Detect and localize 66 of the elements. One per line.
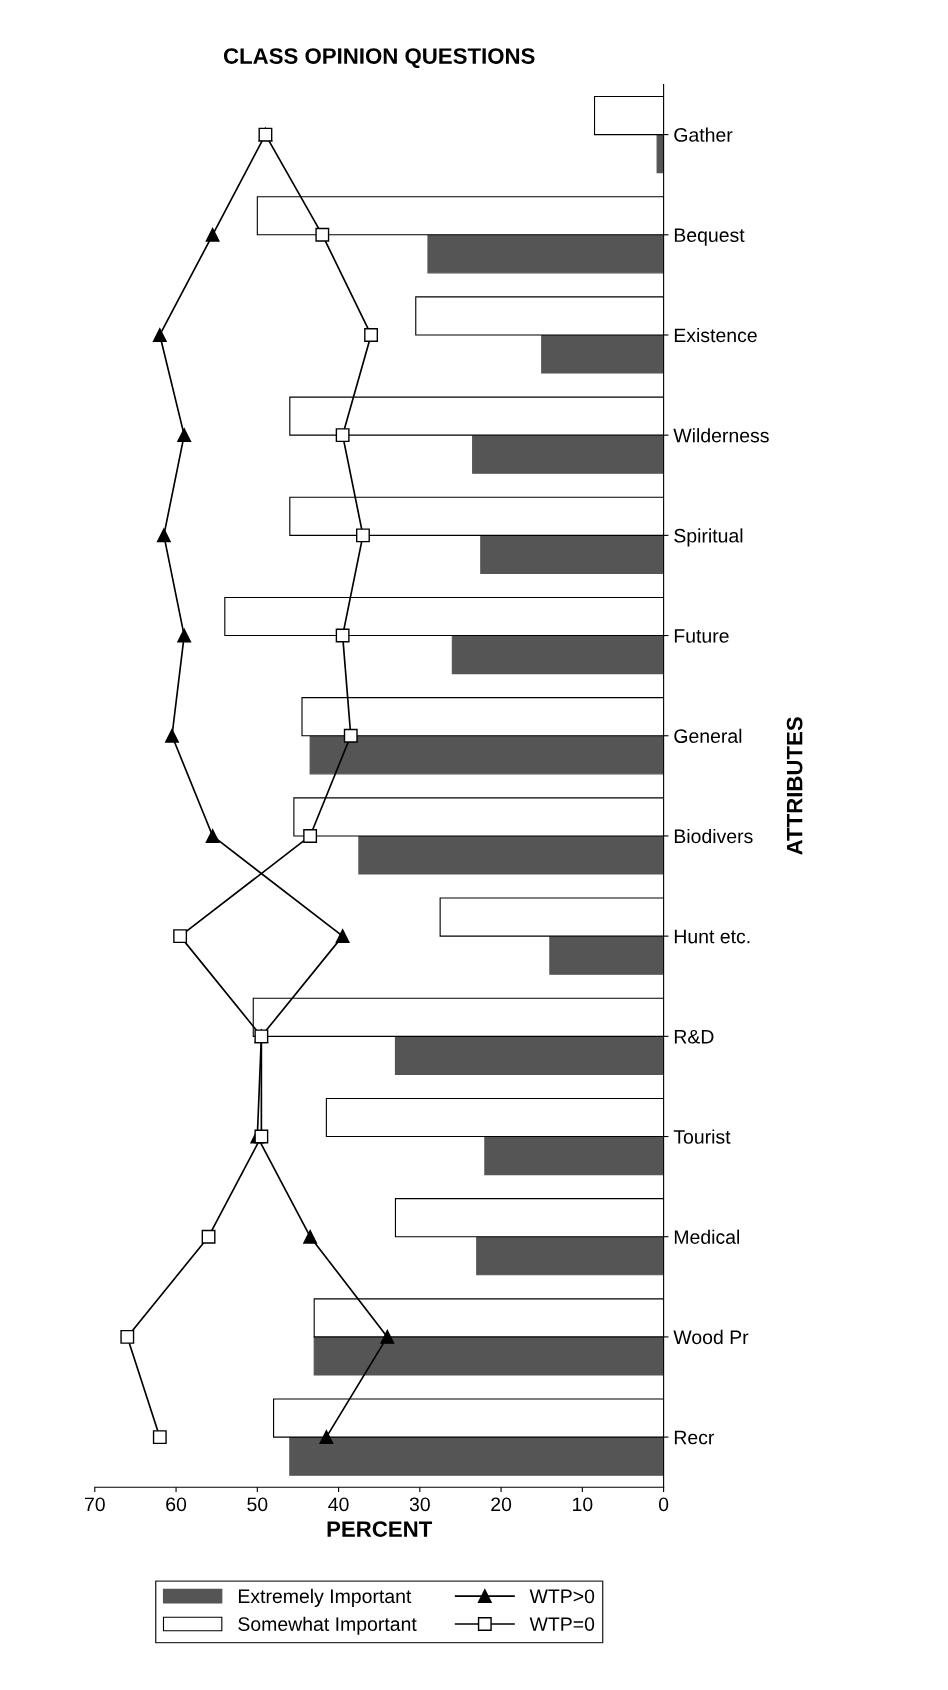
point: [319, 1430, 334, 1445]
x-tick-label: 40: [328, 1497, 349, 1512]
point: [335, 929, 350, 944]
point: [177, 428, 192, 443]
y-tick-label: Wilderness: [673, 428, 769, 443]
point: [205, 227, 220, 242]
y-tick-label: Bequest: [674, 228, 745, 246]
point: [343, 728, 358, 743]
bar: [476, 1236, 664, 1276]
y-tick-label: Future: [674, 629, 729, 643]
point: [315, 227, 330, 242]
y-tick-label: Biodivers: [674, 828, 753, 844]
point: [303, 1229, 318, 1244]
point: [356, 528, 370, 543]
point: [152, 1430, 167, 1445]
bar: [313, 1336, 664, 1376]
y-tick-label: Existence: [674, 327, 757, 343]
legend-label: Somewhat Important: [238, 1616, 417, 1635]
bar: [480, 534, 664, 574]
bar: [549, 935, 664, 975]
legend-label: WTP>0: [529, 1589, 595, 1604]
point: [152, 328, 167, 342]
point: [254, 1129, 269, 1144]
bar: [309, 735, 664, 775]
x-tick-label: 60: [166, 1497, 187, 1512]
y-tick-label: Tourist: [673, 1129, 731, 1144]
bar: [484, 1135, 664, 1176]
x-tick-label: 30: [409, 1497, 430, 1512]
legend-label: Extremely Important: [238, 1588, 412, 1607]
bar: [472, 434, 664, 474]
y-tick-label: R&D: [674, 1029, 714, 1044]
x-axis-title: PERCENT: [327, 1521, 433, 1537]
y-tick-label: Recr: [674, 1430, 715, 1445]
y-tick-label: General: [674, 728, 742, 743]
x-tick-label: 70: [84, 1497, 105, 1512]
x-tick-label: 20: [491, 1497, 512, 1512]
point: [201, 1229, 216, 1244]
point: [380, 1329, 395, 1344]
chart-title: CLASS OPINION QUESTIONS: [223, 48, 535, 69]
bar: [656, 134, 664, 174]
point: [173, 929, 188, 944]
point: [177, 628, 192, 643]
bar: [451, 635, 664, 675]
x-tick-label: 10: [573, 1497, 593, 1512]
bar: [427, 234, 664, 274]
y-tick-label: Medical: [674, 1229, 740, 1244]
point: [335, 628, 350, 643]
y-tick-label: Spiritual: [674, 528, 743, 547]
point: [205, 829, 220, 843]
point: [303, 829, 318, 843]
point: [165, 728, 179, 743]
bar: [358, 835, 664, 875]
point: [120, 1329, 135, 1344]
bar: [289, 1436, 664, 1476]
y-tick-label: Wood Pr: [673, 1329, 749, 1345]
legend-label: WTP=0: [529, 1617, 595, 1631]
y-axis-title: ATTRIBUTES: [786, 717, 803, 855]
y-tick-label: Hunt etc.: [674, 929, 750, 944]
point: [156, 528, 171, 543]
bar: [541, 334, 664, 374]
x-tick-label: 50: [247, 1497, 268, 1512]
x-tick-label: 0: [658, 1497, 669, 1512]
point: [364, 328, 379, 342]
y-tick-label: Gather: [674, 127, 733, 142]
bar: [394, 1035, 664, 1075]
point: [335, 428, 350, 443]
